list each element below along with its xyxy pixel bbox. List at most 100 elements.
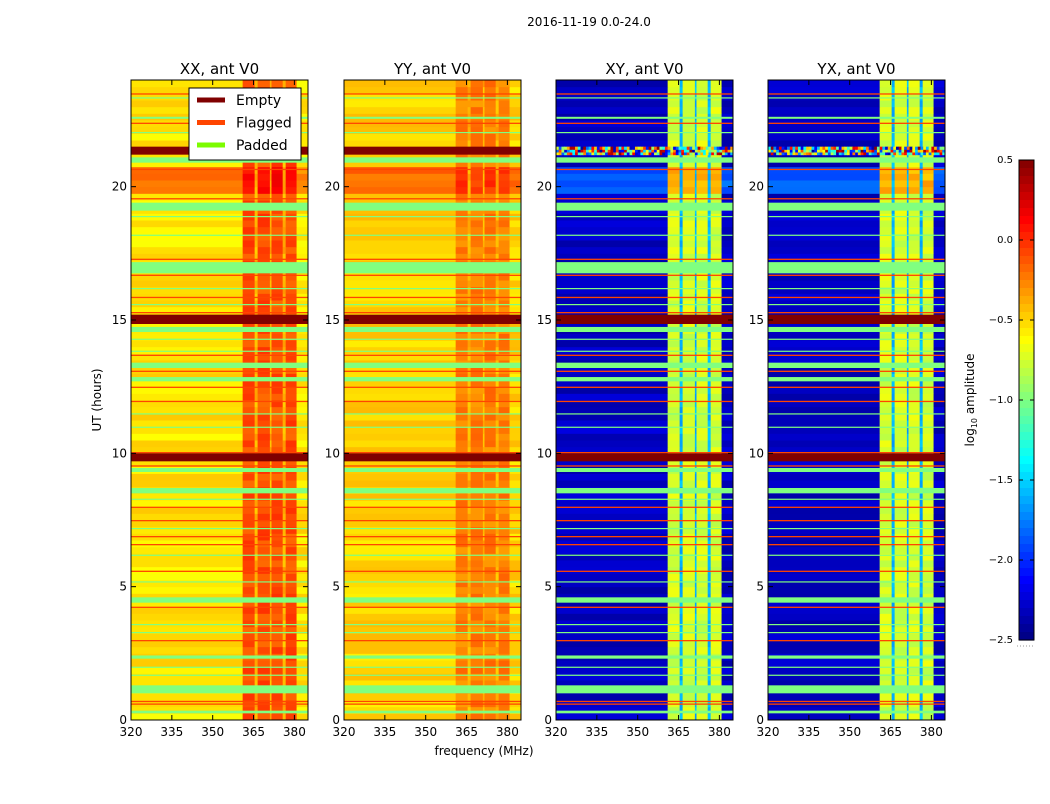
heatmap-cell xyxy=(254,353,259,361)
heatmap-cell xyxy=(667,626,681,634)
heatmap-cell xyxy=(269,520,273,528)
heatmap-cell xyxy=(908,100,921,108)
noisy-cell xyxy=(920,152,924,156)
heatmap-cell xyxy=(906,233,910,241)
heatmap-cell xyxy=(467,346,472,354)
noisy-cell xyxy=(803,152,807,156)
noisy-cell xyxy=(719,146,723,150)
heatmap-cell xyxy=(271,500,284,508)
heatmap-cell xyxy=(667,640,681,648)
noisy-cell xyxy=(852,146,856,150)
heatmap-cell xyxy=(242,333,256,341)
heatmap-cell xyxy=(682,173,696,181)
heatmap-cell xyxy=(509,166,521,174)
heatmap-cell xyxy=(891,173,896,181)
noisy-cell xyxy=(730,146,733,150)
heatmap-cell xyxy=(707,366,712,374)
heatmap-cell xyxy=(484,226,497,234)
heatmap-cell xyxy=(894,80,908,88)
heatmap-cell xyxy=(694,566,698,574)
heatmap-cell xyxy=(556,693,669,701)
noisy-cell xyxy=(817,146,821,150)
heatmap-cell xyxy=(495,106,500,114)
heatmap-cell xyxy=(922,286,935,294)
heatmap-cell xyxy=(254,480,259,488)
padded-line xyxy=(344,413,521,415)
heatmap-cell xyxy=(707,333,712,341)
noisy-cell xyxy=(893,152,897,156)
heatmap-cell xyxy=(271,366,284,374)
heatmap-cell xyxy=(721,140,733,148)
flagged-line xyxy=(344,168,521,171)
noisy-cell xyxy=(711,146,715,150)
heatmap-cell xyxy=(908,280,921,288)
heatmap-cell xyxy=(556,346,669,354)
heatmap-cell xyxy=(467,253,472,261)
heatmap-cell xyxy=(254,220,259,228)
flagged-line xyxy=(344,274,521,276)
heatmap-cell xyxy=(768,133,881,141)
flagged-line xyxy=(344,296,521,299)
heatmap-cell xyxy=(682,420,696,428)
heatmap-cell xyxy=(894,713,908,720)
heatmap-cell xyxy=(891,600,896,608)
heatmap-cell xyxy=(470,340,484,348)
noisy-cell xyxy=(770,149,774,153)
heatmap-cell xyxy=(879,346,893,354)
heatmap-cell xyxy=(470,380,484,388)
heatmap-cell xyxy=(556,153,669,161)
heatmap-cell xyxy=(682,233,696,241)
heatmap-cell xyxy=(509,606,521,614)
flagged-line xyxy=(768,640,945,642)
heatmap-cell xyxy=(269,173,273,181)
noisy-cell xyxy=(640,152,644,156)
heatmap-cell xyxy=(470,460,484,468)
heatmap-cell xyxy=(933,333,945,341)
heatmap-cell xyxy=(908,333,921,341)
heatmap-cell xyxy=(498,526,511,534)
heatmap-cell xyxy=(556,680,669,688)
heatmap-cell xyxy=(694,660,698,668)
heatmap-cell xyxy=(768,180,881,188)
heatmap-cell xyxy=(254,426,259,434)
heatmap-cell xyxy=(509,433,521,441)
heatmap-cell xyxy=(269,280,273,288)
heatmap-cell xyxy=(470,520,484,528)
heatmap-cell xyxy=(891,340,896,348)
heatmap-cell xyxy=(891,660,896,668)
heatmap-cell xyxy=(484,460,497,468)
heatmap-cell xyxy=(482,246,486,254)
heatmap-cell xyxy=(919,706,924,714)
heatmap-cell xyxy=(933,180,945,188)
heatmap-cell xyxy=(933,620,945,628)
y-tick-label: 0 xyxy=(544,713,552,727)
heatmap-cell xyxy=(131,433,244,441)
heatmap-cell xyxy=(707,380,712,388)
heatmap-cell xyxy=(707,680,712,688)
colorbar-segment xyxy=(1019,288,1034,297)
padded-line xyxy=(131,288,308,290)
heatmap-cell xyxy=(344,380,457,388)
heatmap-cell xyxy=(696,186,709,194)
heatmap-cell xyxy=(682,80,696,88)
noisy-cell xyxy=(800,146,804,150)
heatmap-cell xyxy=(696,473,709,481)
heatmap-cell xyxy=(482,706,486,714)
heatmap-cell xyxy=(282,526,287,534)
noisy-cell xyxy=(912,146,916,150)
heatmap-cell xyxy=(495,366,500,374)
heatmap-cell xyxy=(467,240,472,248)
heatmap-cell xyxy=(269,460,273,468)
padded-band xyxy=(131,362,308,368)
colorbar-segment xyxy=(1019,512,1034,521)
heatmap-cell xyxy=(495,660,500,668)
heatmap-cell xyxy=(482,80,486,88)
flagged-line xyxy=(556,93,733,95)
noisy-cell xyxy=(670,152,674,156)
heatmap-cell xyxy=(682,706,696,714)
heatmap-cell xyxy=(707,86,712,94)
heatmap-cell xyxy=(894,506,908,514)
heatmap-cell xyxy=(707,426,712,434)
heatmap-cell xyxy=(285,433,298,441)
heatmap-cell xyxy=(495,253,500,261)
